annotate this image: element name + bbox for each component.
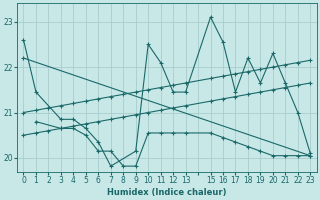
X-axis label: Humidex (Indice chaleur): Humidex (Indice chaleur) [107, 188, 227, 197]
